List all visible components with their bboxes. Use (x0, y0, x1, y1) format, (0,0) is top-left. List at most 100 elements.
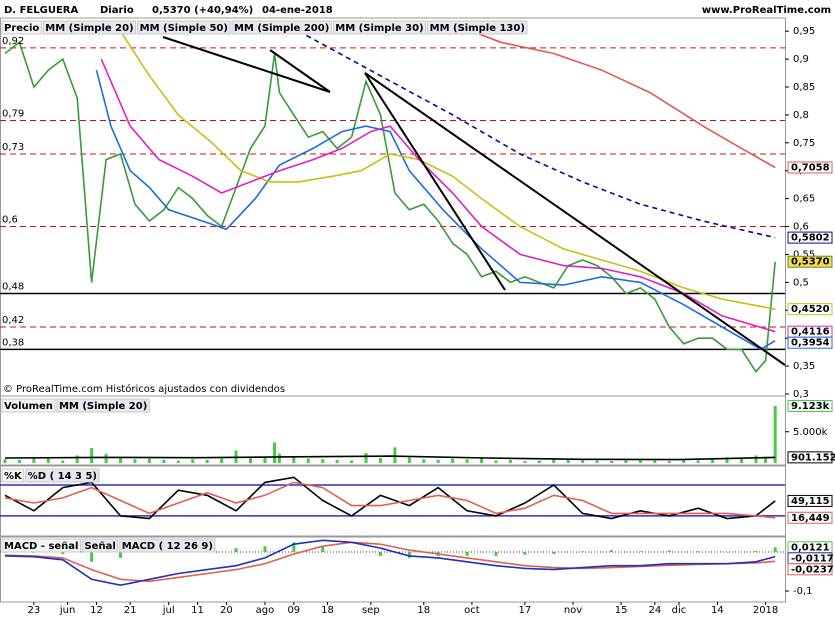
bar (566, 459, 570, 463)
value-box (787, 161, 833, 174)
value-label: 16,449 (791, 513, 830, 524)
bar (422, 459, 426, 463)
bar (176, 460, 180, 463)
x-tick-label: 18 (417, 605, 430, 616)
bar (523, 461, 527, 463)
value-label: 0,5802 (791, 233, 830, 244)
y-tick-label: 0,65 (793, 194, 815, 205)
legend-box (1, 398, 56, 413)
bar (119, 552, 123, 558)
bar (350, 460, 354, 463)
bar (537, 460, 541, 463)
series-line (4, 541, 776, 583)
plot (3, 405, 777, 463)
value-label: 0,4116 (791, 327, 830, 338)
series-line (471, 30, 776, 169)
bar (277, 453, 281, 463)
bar (624, 459, 628, 463)
level-label: 0,48 (2, 282, 24, 293)
bar (292, 457, 296, 463)
bar (220, 458, 224, 463)
bar (552, 459, 556, 463)
legend-box (119, 538, 216, 553)
bar (75, 455, 79, 463)
legend-item: %K (1, 468, 25, 483)
note: © ProRealTime.com Históricos ajustados c… (3, 383, 285, 395)
legend-label: MACD ( 12 26 9) (122, 541, 213, 552)
bar (3, 459, 7, 463)
bar (61, 460, 65, 463)
bar (739, 458, 743, 463)
level-label: 0,42 (2, 315, 24, 326)
bar (205, 459, 209, 463)
series-line (4, 481, 776, 519)
bar (638, 459, 642, 463)
x-tick-label: 12 (90, 605, 103, 616)
bar (667, 550, 671, 553)
bar (696, 460, 700, 463)
legend-label: MM (Simple 20) (45, 23, 133, 34)
instrument: D. FELGUERA (4, 5, 78, 16)
bar (773, 405, 777, 463)
bar (451, 458, 455, 463)
y-tick-label: 0,55 (793, 249, 815, 260)
bar (32, 457, 36, 463)
bar (248, 457, 252, 463)
bar (350, 552, 354, 553)
legend-item: %D ( 14 3 5) (25, 468, 100, 483)
trend-line (269, 49, 331, 93)
legend-label: Volumen (4, 401, 53, 412)
x-tick-label: 15 (615, 605, 628, 616)
value-box (787, 336, 833, 349)
x-tick-label: 09 (287, 605, 300, 616)
bar (764, 456, 768, 463)
series-line (4, 40, 776, 374)
bar (321, 546, 325, 553)
bar (696, 551, 700, 553)
bar (90, 552, 94, 562)
bar (147, 458, 151, 463)
value-box (787, 255, 833, 268)
bar (133, 459, 137, 463)
legend-box (1, 20, 42, 35)
bar (773, 547, 777, 553)
bar (682, 459, 686, 463)
bar (263, 458, 267, 463)
bar (191, 459, 195, 463)
x-tick-label: nov (564, 605, 582, 616)
legend-box (1, 468, 25, 483)
x-tick-label: 14 (711, 605, 724, 616)
bar (581, 551, 585, 553)
legend-box (1, 538, 81, 553)
x-tick-label: 2018 (753, 605, 778, 616)
plot (0, 30, 785, 374)
trend-lines (162, 36, 786, 366)
series-line (4, 539, 776, 587)
value-label: 901.152 (791, 452, 835, 463)
y-tick-label: 0,8 (793, 110, 809, 121)
panel: 49,115 16,449 %K %D ( 14 3 5) (0, 465, 833, 538)
bar (480, 457, 484, 463)
level-label: 0,92 (2, 36, 24, 47)
bar (754, 455, 758, 463)
value-box (787, 303, 833, 316)
period: Diario (100, 5, 134, 16)
legend-item: MM (Simple 30) (332, 20, 427, 35)
x-tick-label: sep (362, 605, 380, 616)
legend-item: MM (Simple 130) (427, 20, 528, 35)
bar (610, 461, 614, 463)
legend-label: %D ( 14 3 5) (28, 471, 97, 482)
legend-label: Señal (84, 541, 115, 552)
x-tick-label: 20 (220, 605, 233, 616)
level-label: 0,73 (2, 142, 24, 153)
value-label: 0,4520 (791, 304, 830, 315)
y-tick-label: 0,9 (793, 54, 809, 65)
bar (638, 551, 642, 553)
x-tick-label: jun (59, 605, 75, 616)
x-tick-label: 24 (648, 605, 661, 616)
bar (273, 442, 277, 463)
value-label: 0,5370 (791, 257, 830, 268)
y-tick-label: 0,35 (793, 361, 815, 372)
panel-frame (0, 395, 786, 466)
